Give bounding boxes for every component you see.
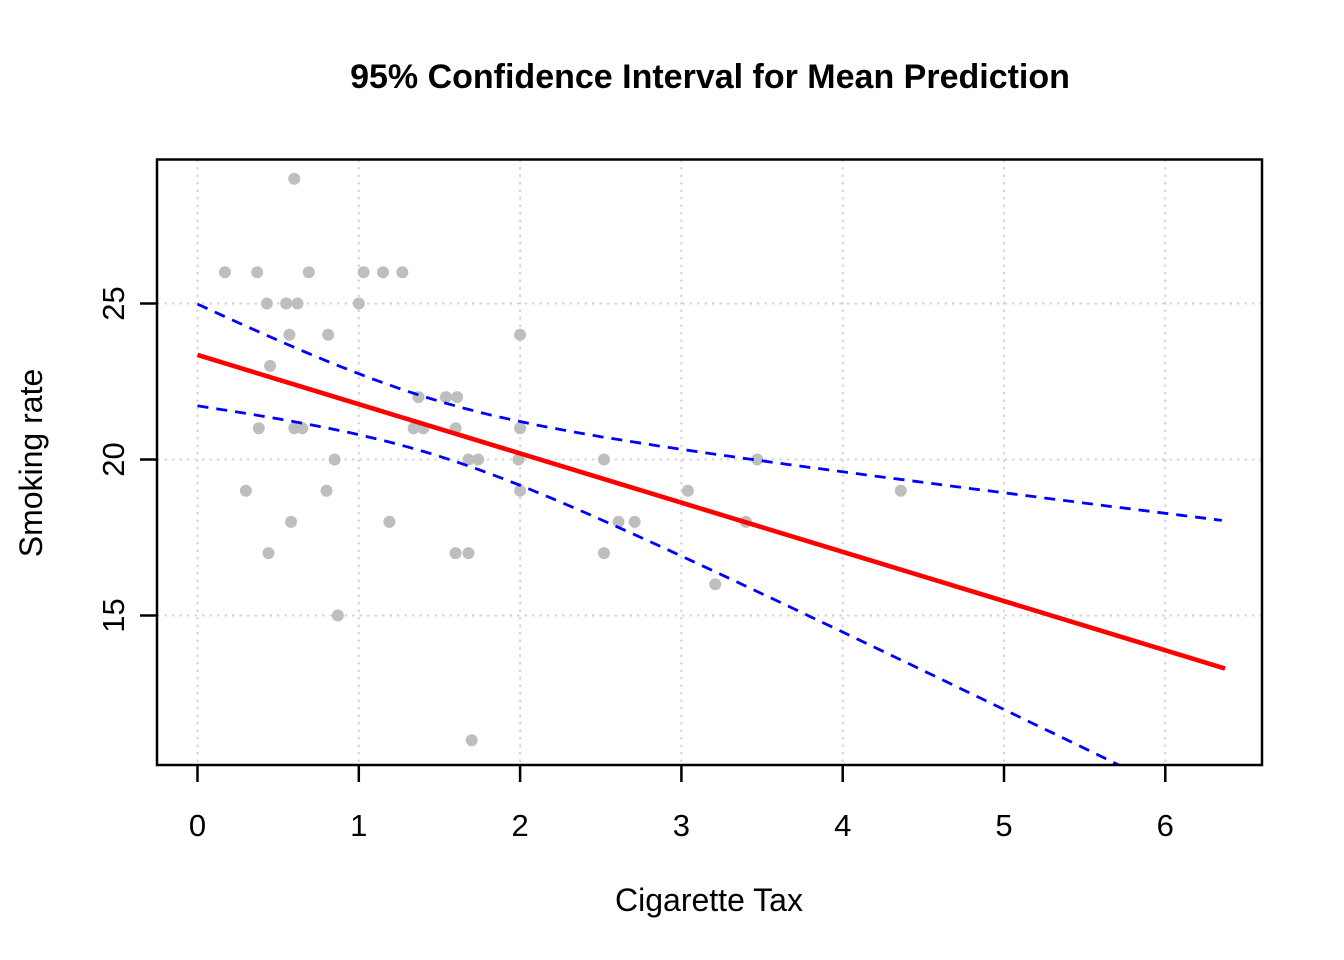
scatter-point — [239, 484, 252, 497]
scatter-points — [218, 172, 907, 747]
scatter-point — [376, 266, 389, 279]
scatter-point — [709, 578, 722, 591]
scatter-point — [218, 266, 231, 279]
scatter-point — [597, 547, 610, 560]
scatter-point — [449, 547, 462, 560]
scatter-point — [280, 297, 293, 310]
scatter-point — [514, 422, 527, 435]
ci-upper-curve — [196, 302, 1222, 522]
x-tick-label: 5 — [995, 808, 1012, 843]
scatter-point — [514, 328, 527, 341]
gridlines — [157, 159, 1262, 765]
scatter-point — [462, 547, 475, 560]
scatter-point — [357, 266, 370, 279]
scatter-point — [512, 453, 525, 466]
scatter-point — [288, 172, 301, 185]
scatter-point — [331, 609, 344, 622]
scatter-point — [894, 484, 907, 497]
scatter-point — [628, 515, 641, 528]
x-tick-label: 0 — [189, 808, 206, 843]
scatter-point — [291, 297, 304, 310]
scatter-point — [262, 547, 275, 560]
scatter-point — [514, 484, 527, 497]
ci-lower-curve — [197, 404, 1122, 765]
scatter-point — [320, 484, 333, 497]
scatter-point — [264, 359, 277, 372]
x-tick-label: 3 — [673, 808, 690, 843]
scatter-point — [407, 422, 420, 435]
scatter-point — [283, 328, 296, 341]
x-tick-label: 6 — [1157, 808, 1174, 843]
y-axis-title: Smoking rate — [13, 368, 49, 558]
y-tick-label: 20 — [96, 442, 131, 476]
plot-border — [155, 158, 1264, 767]
chart-title: 95% Confidence Interval for Mean Predict… — [350, 58, 1070, 96]
x-axis-title: Cigarette Tax — [615, 882, 803, 918]
scatter-point — [612, 515, 625, 528]
x-tick-label: 1 — [350, 808, 367, 843]
scatter-point — [597, 453, 610, 466]
y-tick-label: 25 — [96, 286, 131, 320]
y-tick-label: 15 — [96, 598, 131, 632]
scatter-point — [681, 484, 694, 497]
scatter-point — [322, 328, 335, 341]
axis-ticks — [140, 302, 1167, 782]
scatter-point — [439, 391, 452, 404]
scatter-point — [396, 266, 409, 279]
axis-tick-labels: 0 1 2 3 4 5 6 15 20 25 — [96, 286, 1174, 843]
scatter-point — [296, 422, 309, 435]
scatter-point — [472, 453, 485, 466]
scatter-point — [251, 266, 264, 279]
scatter-point — [751, 453, 764, 466]
data-layer — [196, 172, 1226, 765]
scatter-point — [465, 734, 478, 747]
scatter-point — [352, 297, 365, 310]
scatter-point — [252, 422, 265, 435]
x-tick-label: 2 — [511, 808, 528, 843]
scatter-point — [328, 453, 341, 466]
x-tick-label: 4 — [834, 808, 851, 843]
scatter-point — [462, 453, 475, 466]
regression-line — [196, 352, 1226, 671]
scatter-point — [260, 297, 273, 310]
scatter-point — [383, 515, 396, 528]
scatter-point — [285, 515, 298, 528]
scatter-point — [302, 266, 315, 279]
scatter-point — [451, 391, 464, 404]
